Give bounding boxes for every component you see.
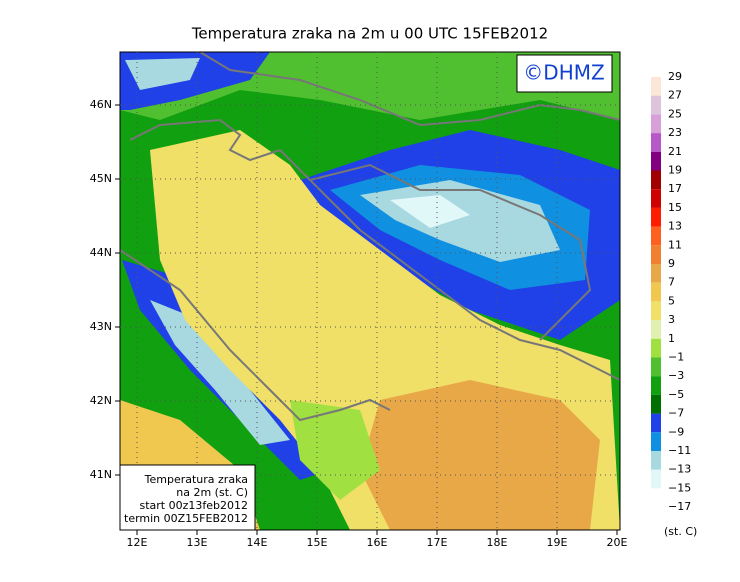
colorbar-label: −5 xyxy=(668,388,684,401)
colorbar-label: 17 xyxy=(668,182,682,195)
lon-label: 13E xyxy=(187,536,208,549)
colorbar-label: 23 xyxy=(668,126,682,139)
colorbar-label: 25 xyxy=(668,107,682,120)
lon-label: 12E xyxy=(127,536,148,549)
lat-label: 44N xyxy=(90,246,112,259)
cold-zone xyxy=(150,300,290,445)
colorbar-label: −7 xyxy=(668,407,684,420)
colorbar-label: −3 xyxy=(668,369,684,382)
lon-label: 14E xyxy=(247,536,268,549)
colorbar-label: 1 xyxy=(668,332,675,345)
colorbar-label: −17 xyxy=(668,500,691,513)
colorbar-label: −13 xyxy=(668,463,691,476)
coastline xyxy=(129,118,621,381)
colorbar-label: 11 xyxy=(668,238,682,251)
colorbar-label: 9 xyxy=(668,257,675,270)
lat-label: 46N xyxy=(90,98,112,111)
lon-label: 15E xyxy=(307,536,328,549)
border xyxy=(309,163,592,341)
map xyxy=(119,51,621,531)
color-swatch xyxy=(651,451,661,470)
color-swatch xyxy=(651,245,661,264)
info-line: na 2m (st. C) xyxy=(176,486,248,499)
color-swatch xyxy=(651,376,661,395)
color-swatch xyxy=(651,264,661,283)
lat-label: 45N xyxy=(90,172,112,185)
colorbar-label: −15 xyxy=(668,481,691,494)
color-swatch xyxy=(651,301,661,321)
lon-label: 18E xyxy=(487,536,508,549)
colorbar-label: 3 xyxy=(668,313,675,326)
colorbar-label: −1 xyxy=(668,351,684,364)
color-swatch xyxy=(651,226,661,246)
colorbar-label: 21 xyxy=(668,145,682,158)
lat-label: 43N xyxy=(90,320,112,333)
lat-label: 41N xyxy=(90,468,112,481)
logo: ©DHMZ xyxy=(523,61,604,85)
colorbar-unit: (st. C) xyxy=(664,525,697,538)
colorbar-label: 7 xyxy=(668,276,675,289)
color-swatch xyxy=(651,170,661,190)
colorbar-label: 27 xyxy=(668,89,682,102)
color-swatch xyxy=(651,357,661,377)
colorbar-label: −9 xyxy=(668,425,684,438)
lat-label: 42N xyxy=(90,394,112,407)
color-swatch xyxy=(651,432,661,451)
map-frame xyxy=(119,51,621,531)
graticule: 46N 45N 44N 43N 42N 41N 12E 13E 14E 15E 16E 17E 18E 1… xyxy=(90,52,628,549)
color-swatch xyxy=(651,95,661,115)
color-swatch xyxy=(651,207,661,227)
colorbar-label: 19 xyxy=(668,164,682,177)
color-swatch xyxy=(651,189,661,208)
map-title: Temperatura zraka na 2m u 00 UTC 15FEB20… xyxy=(191,25,548,43)
logo-box xyxy=(516,54,613,93)
colorbar-label: 13 xyxy=(668,220,682,233)
color-swatch xyxy=(651,338,661,358)
color-swatch xyxy=(651,77,661,96)
colorbar-label: 15 xyxy=(668,201,682,214)
info-line: start 00z13feb2012 xyxy=(139,499,248,512)
info-box xyxy=(119,464,256,531)
color-swatch xyxy=(651,469,661,489)
colorbar-label: 29 xyxy=(668,70,682,83)
colorbar: 29 27 25 23 21 19 17 15 13 11 9 7 5 3 1 −1 −3 −5 −7 −9 −11 −1… xyxy=(651,70,697,538)
lon-label: 20E xyxy=(607,536,628,549)
lon-label: 17E xyxy=(427,536,448,549)
lon-label: 19E xyxy=(547,536,568,549)
info-line: termin 00Z15FEB2012 xyxy=(124,512,248,525)
coastline xyxy=(119,249,391,422)
border xyxy=(199,51,621,127)
color-swatch xyxy=(651,151,661,171)
color-swatch xyxy=(651,133,661,152)
color-swatch xyxy=(651,488,661,508)
info-line: Temperatura zraka xyxy=(144,473,248,486)
color-swatch xyxy=(651,114,661,134)
mild-zone xyxy=(290,400,380,500)
cold-zone xyxy=(390,195,470,228)
lon-label: 16E xyxy=(367,536,388,549)
color-swatch xyxy=(651,282,661,302)
colorbar-label: 5 xyxy=(668,294,675,307)
colorbar-label: −11 xyxy=(668,444,691,457)
cold-zone xyxy=(125,58,200,90)
warm-zone xyxy=(360,380,600,530)
color-swatch xyxy=(651,394,661,414)
color-swatch xyxy=(651,413,661,433)
color-swatch xyxy=(651,320,661,339)
